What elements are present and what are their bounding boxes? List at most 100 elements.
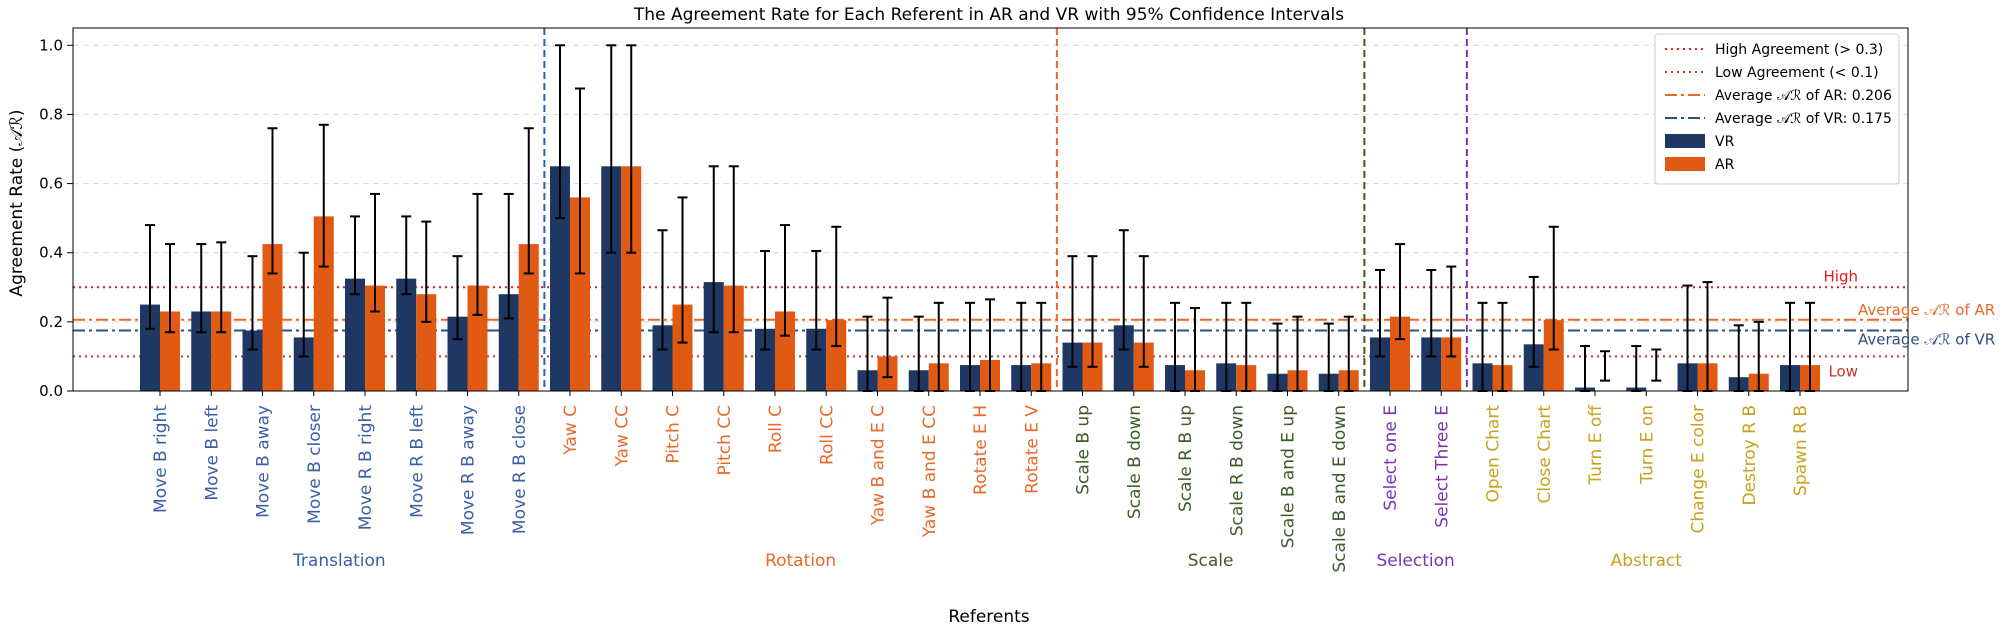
x-tick-label: Close Chart [1535,405,1555,504]
bar-ar [723,285,744,391]
x-tick-label: Roll C [766,405,786,453]
bar-ar [1441,337,1462,391]
error-bar-ar [677,196,688,344]
x-tick-label: Yaw CC [612,405,632,468]
y-tick-label: 0.4 [39,244,63,262]
bar-ar [1543,320,1564,391]
group-labels: Translation Rotation Scale Selection Abstrac… [292,267,1995,571]
error-bar-ar [626,44,637,254]
error-bar-ar [472,192,483,316]
x-tick-labels: Move B right Move B left Move B away Move B… [151,391,1811,573]
x-tick-label: Select Three E [1432,405,1452,528]
error-bar-vr [350,215,360,296]
error-bar-ar [216,241,227,334]
group-label: Selection [1376,551,1454,571]
x-tick-label: Move B away [254,405,274,518]
bar-vr [652,325,673,391]
error-bar-vr [1631,345,1642,392]
x-tick-label: Turn E off [1586,404,1606,486]
x-tick-label: Move B left [202,405,222,501]
x-tick-label: Scale R B down [1227,405,1247,536]
error-bar-ar [780,224,790,337]
plot-frame [72,27,1909,392]
error-bar-vr [606,44,617,254]
bar-ar [416,294,437,391]
x-tick-label: Scale B and E up [1279,405,1299,548]
chart-title: The Agreement Rate for Each Referent in … [633,5,1344,25]
error-bar-ar [1446,265,1457,358]
x-tick-label: Yaw B and E CC [920,405,940,538]
y-tick-label: 0.2 [39,313,63,331]
x-tick-label: Move R B right [356,405,376,531]
y-tick-label: 0.8 [39,105,63,123]
bar-vr [601,166,622,391]
error-bar-ar [1651,348,1662,382]
error-bar-ar [575,87,585,275]
x-tick-label: Scale B and E down [1330,405,1350,573]
legend-box [1654,33,1900,185]
legend-label: Low Agreement (< 0.1) [1715,65,1879,81]
bar-vr [140,304,160,391]
bar-vr [1113,325,1134,391]
bar-ar [826,320,847,391]
x-tick-label: Pitch C [664,405,684,464]
error-bar-ar [523,127,534,275]
error-bar-vr [503,192,514,320]
reference-line-label: Low [1828,362,1858,380]
legend: High Agreement (> 0.3) Low Agreement (< 0… [1654,33,1900,185]
legend-label: Average 𝒜ℛ of VR: 0.175 [1715,111,1892,127]
error-bar-vr [1375,269,1385,358]
error-bar-ar [1395,243,1405,341]
error-bar-vr [1426,269,1437,358]
bar-ar [1390,316,1410,391]
y-tick-label: 1.0 [39,36,63,54]
x-tick-label: Scale R B up [1176,405,1196,512]
error-bar-ar [1087,255,1098,368]
group-label: Abstract [1611,551,1683,571]
x-tick-label: Rotate E H [971,405,991,495]
legend-patch [1665,157,1705,171]
error-bar-vr [145,224,155,330]
group-label: Scale [1188,551,1234,571]
error-bar-vr [1067,255,1078,368]
bar-ar [518,244,539,391]
error-bar-ar [267,127,278,275]
bar-vr [396,278,417,391]
legend-label: VR [1715,134,1735,150]
error-bar-vr [401,215,412,296]
bar-vr [242,330,263,391]
x-tick-label: Move R B away [459,405,479,535]
x-tick-label: Move B right [151,405,171,513]
x-tick-label: Scale B down [1125,405,1145,519]
bar-ar [313,216,334,391]
x-tick-label: Destroy R B [1740,405,1760,505]
error-bar-ar [370,192,380,313]
error-bar-vr [452,255,463,341]
error-bar-vr [657,229,668,351]
bar-vr [1370,337,1390,391]
error-bars [145,44,1815,392]
bar-vr [345,278,365,391]
x-tick-label: Change E color [1689,405,1709,534]
bar-vr [703,282,724,391]
y-tick-label: 0.6 [39,175,63,193]
error-bar-ar [728,165,739,334]
bar-vr [447,316,468,391]
x-tick-label: Scale B up [1074,405,1094,495]
error-bar-ar [165,243,175,334]
error-bar-vr [1118,229,1129,351]
bar-vr [1421,337,1442,391]
group-label: Rotation [765,551,836,571]
bar-ar [775,311,795,391]
y-axis-label: Agreement Rate (𝒜ℛ) [7,109,27,296]
group-separators [543,28,1468,391]
axes: 0.0 0.2 0.4 0.6 0.8 1.0 [39,27,1909,400]
legend-label: Average 𝒜ℛ of AR: 0.206 [1715,88,1892,104]
error-bar-vr [1580,345,1590,392]
reference-line-label: Average 𝒜ℛ of VR [1858,331,1995,349]
error-bar-vr [555,44,565,220]
error-bar-ar [421,220,432,323]
group-label: Translation [292,551,386,571]
legend-label: High Agreement (> 0.3) [1715,42,1883,58]
error-bar-vr [708,165,719,334]
